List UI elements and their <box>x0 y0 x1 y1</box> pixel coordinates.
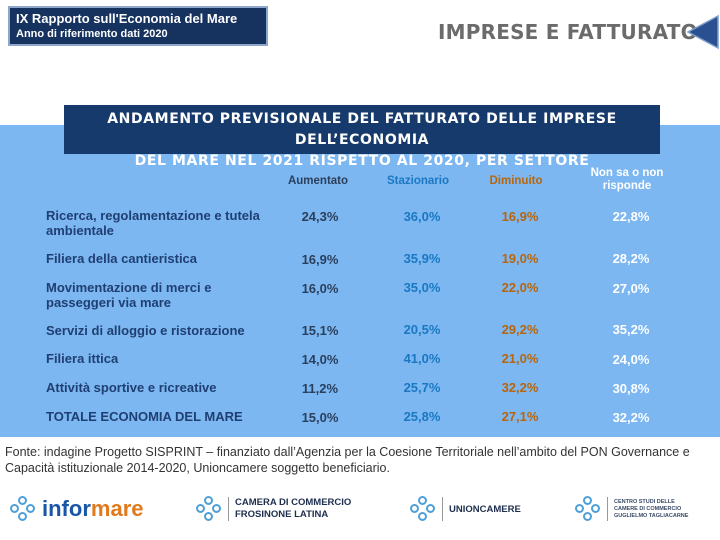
unioncamere-label: UNIONCAMERE <box>449 503 521 515</box>
unioncamere-logo: UNIONCAMERE <box>410 488 521 530</box>
report-header: IX Rapporto sull'Economia del Mare Anno … <box>8 6 268 46</box>
row-label: Attività sportive e ricreative <box>46 380 217 395</box>
informare-logo: informare <box>10 488 143 530</box>
cell-diminuito: 19,0% <box>501 251 539 266</box>
cell-stazionario: 35,9% <box>403 251 441 266</box>
divider <box>442 497 443 521</box>
row-label: Filiera ittica <box>46 351 119 366</box>
table-title-line1: ANDAMENTO PREVISIONALE DEL FATTURATO DEL… <box>107 111 617 148</box>
informare-word-a: infor <box>42 496 91 521</box>
cell-diminuito: 32,2% <box>501 380 539 395</box>
cell-non-sa: 24,0% <box>612 352 650 367</box>
cell-stazionario: 20,5% <box>403 322 441 337</box>
flower-icon <box>410 496 436 522</box>
cell-aumentato: 11,2% <box>301 381 339 396</box>
cell-non-sa: 32,2% <box>612 410 650 425</box>
cell-diminuito: 27,1% <box>501 409 539 424</box>
flower-icon <box>196 496 222 522</box>
column-header-non-sa: Non sa o non risponde <box>590 167 664 192</box>
flower-icon <box>10 496 36 522</box>
cell-non-sa: 30,8% <box>612 381 650 396</box>
table-panel <box>0 125 720 437</box>
column-header-aumentato: Aumentato <box>287 175 349 187</box>
cell-aumentato: 14,0% <box>301 352 339 367</box>
cell-stazionario: 41,0% <box>403 351 441 366</box>
camera-line2: FROSINONE LATINA <box>235 509 329 520</box>
cell-stazionario: 25,7% <box>403 380 441 395</box>
cell-non-sa: 28,2% <box>612 251 650 266</box>
divider <box>607 497 608 521</box>
cell-aumentato: 16,9% <box>301 252 339 267</box>
column-header-stazionario: Stazionario <box>387 175 449 187</box>
tagliacarne-line1: CENTRO STUDI DELLE <box>614 498 675 505</box>
cell-stazionario: 25,8% <box>403 409 441 424</box>
tagliacarne-line3: GUGLIELMO TAGLIACARNE <box>614 512 689 519</box>
source-note: Fonte: indagine Progetto SISPRINT – fina… <box>5 445 690 475</box>
cell-non-sa: 27,0% <box>612 281 650 296</box>
camera-line1: CAMERA DI COMMERCIO <box>235 497 352 508</box>
report-subtitle: Anno di riferimento dati 2020 <box>16 28 168 40</box>
back-arrow-icon[interactable] <box>686 14 720 50</box>
flower-icon <box>575 496 601 522</box>
cell-diminuito: 21,0% <box>501 351 539 366</box>
report-title: IX Rapporto sull'Economia del Mare <box>16 11 238 26</box>
cell-aumentato: 15,1% <box>301 323 339 338</box>
column-header-diminuito: Diminuito <box>489 175 543 187</box>
cell-stazionario: 35,0% <box>403 280 441 295</box>
row-label: Filiera della cantieristica <box>46 251 198 266</box>
section-title: IMPRESE E FATTURATO <box>438 20 698 44</box>
divider <box>228 497 229 521</box>
cell-diminuito: 16,9% <box>501 209 539 224</box>
row-label: Ricerca, regolamentazione e tutela ambie… <box>46 208 260 238</box>
informare-word-b: mare <box>90 496 144 521</box>
cell-aumentato: 24,3% <box>301 209 339 224</box>
cell-non-sa: 22,8% <box>612 209 650 224</box>
table-title: ANDAMENTO PREVISIONALE DEL FATTURATO DEL… <box>64 105 660 169</box>
tagliacarne-line2: CAMERE DI COMMERCIO <box>614 505 682 512</box>
row-label: Movimentazione di merci e passeggeri via… <box>46 280 212 310</box>
cell-diminuito: 29,2% <box>501 322 539 337</box>
row-label: Servizi di alloggio e ristorazione <box>46 323 245 338</box>
cell-stazionario: 36,0% <box>403 209 441 224</box>
tagliacarne-logo: CENTRO STUDI DELLE CAMERE DI COMMERCIO G… <box>575 488 688 530</box>
cell-diminuito: 22,0% <box>501 280 539 295</box>
cell-aumentato: 15,0% <box>301 410 339 425</box>
cell-non-sa: 35,2% <box>612 322 650 337</box>
cell-aumentato: 16,0% <box>301 281 339 296</box>
table-title-line2: DEL MARE NEL 2021 RISPETTO AL 2020, PER … <box>134 153 590 169</box>
row-label-total: TOTALE ECONOMIA DEL MARE <box>46 409 243 424</box>
camera-commercio-logo: CAMERA DI COMMERCIO FROSINONE LATINA <box>196 488 351 530</box>
